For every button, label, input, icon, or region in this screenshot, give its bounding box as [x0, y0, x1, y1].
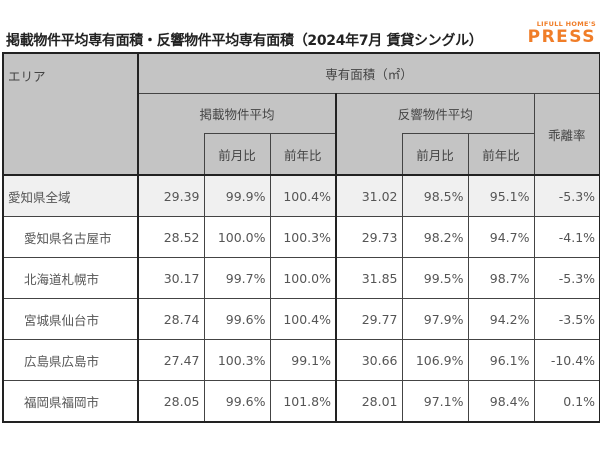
listed-area-cell: 28.74 [137, 298, 205, 340]
response-average-header: 反響物件平均 [335, 93, 535, 134]
area-name-cell: 北海道札幌市 [2, 257, 139, 299]
response-mom-header: 前月比 [401, 133, 469, 176]
brand-logo: LIFULL HOME'S PRESS [528, 21, 596, 46]
area-size-table: エリア 専有面積（㎡） 掲載物件平均 反響物件平均 乖離率 前月比 前年比 前月… [2, 52, 600, 423]
area-name-cell: 福岡県福岡市 [2, 380, 139, 423]
listed-area-cell: 30.17 [137, 257, 205, 299]
response-mom-cell: 98.5% [401, 174, 469, 217]
listed-yoy-cell: 100.4% [269, 298, 337, 340]
divergence-header: 乖離率 [533, 93, 600, 176]
table-row: 愛知県名古屋市 28.52 100.0% 100.3% 29.73 98.2% 94.7% -… [2, 216, 600, 258]
table-row: 宮城県仙台市 28.74 99.6% 100.4% 29.77 97.9% 94.2% -3.… [2, 298, 600, 340]
table-row: 広島県広島市 27.47 100.3% 99.1% 30.66 106.9% 96.1% -1… [2, 339, 600, 381]
listed-area-cell: 28.52 [137, 216, 205, 258]
area-name-cell: 広島県広島市 [2, 339, 139, 381]
listed-average-header: 掲載物件平均 [137, 93, 337, 134]
divergence-cell: -4.1% [533, 216, 600, 258]
response-mom-cell: 106.9% [401, 339, 469, 381]
response-mom-cell: 99.5% [401, 257, 469, 299]
listed-area-cell: 29.39 [137, 174, 205, 217]
listed-yoy-cell: 100.3% [269, 216, 337, 258]
floor-area-header: 専有面積（㎡） [137, 52, 600, 94]
area-name-cell: 宮城県仙台市 [2, 298, 139, 340]
listed-yoy-header: 前年比 [269, 133, 337, 176]
divergence-cell: -3.5% [533, 298, 600, 340]
response-value-header [335, 133, 403, 176]
area-name-cell: 愛知県全域 [2, 174, 139, 217]
listed-yoy-cell: 100.0% [269, 257, 337, 299]
listed-mom-cell: 100.0% [203, 216, 271, 258]
listed-yoy-cell: 101.8% [269, 380, 337, 423]
listed-mom-cell: 99.6% [203, 380, 271, 423]
response-area-cell: 29.73 [335, 216, 403, 258]
response-mom-cell: 97.9% [401, 298, 469, 340]
area-name-cell: 愛知県名古屋市 [2, 216, 139, 258]
listed-yoy-cell: 100.4% [269, 174, 337, 217]
response-mom-cell: 97.1% [401, 380, 469, 423]
response-area-cell: 30.66 [335, 339, 403, 381]
divergence-cell: -5.3% [533, 257, 600, 299]
divergence-cell: 0.1% [533, 380, 600, 423]
response-area-cell: 28.01 [335, 380, 403, 423]
area-header: エリア [2, 52, 139, 176]
response-yoy-cell: 96.1% [467, 339, 535, 381]
logo-small-text: LIFULL HOME'S [536, 20, 596, 28]
listed-mom-cell: 99.7% [203, 257, 271, 299]
listed-mom-cell: 99.9% [203, 174, 271, 217]
listed-mom-cell: 100.3% [203, 339, 271, 381]
listed-yoy-cell: 99.1% [269, 339, 337, 381]
response-yoy-header: 前年比 [467, 133, 535, 176]
listed-mom-cell: 99.6% [203, 298, 271, 340]
table-row: 北海道札幌市 30.17 99.7% 100.0% 31.85 99.5% 98.7% -5.… [2, 257, 600, 299]
table-row: 愛知県全域 29.39 99.9% 100.4% 31.02 98.5% 95.1% -5.3… [2, 174, 600, 217]
response-area-cell: 29.77 [335, 298, 403, 340]
listed-area-cell: 27.47 [137, 339, 205, 381]
response-yoy-cell: 94.7% [467, 216, 535, 258]
response-area-cell: 31.85 [335, 257, 403, 299]
table-row: 福岡県福岡市 28.05 99.6% 101.8% 28.01 97.1% 98.4% 0.1… [2, 380, 600, 423]
listed-value-header [137, 133, 205, 176]
response-mom-cell: 98.2% [401, 216, 469, 258]
divergence-cell: -10.4% [533, 339, 600, 381]
response-yoy-cell: 94.2% [467, 298, 535, 340]
page-title: 掲載物件平均専有面積・反響物件平均専有面積（2024年7月 賃貸シングル） [6, 33, 483, 49]
divergence-cell: -5.3% [533, 174, 600, 217]
response-yoy-cell: 95.1% [467, 174, 535, 217]
listed-area-cell: 28.05 [137, 380, 205, 423]
logo-big-text: PRESS [527, 26, 596, 47]
response-yoy-cell: 98.7% [467, 257, 535, 299]
listed-mom-header: 前月比 [203, 133, 271, 176]
response-yoy-cell: 98.4% [467, 380, 535, 423]
response-area-cell: 31.02 [335, 174, 403, 217]
